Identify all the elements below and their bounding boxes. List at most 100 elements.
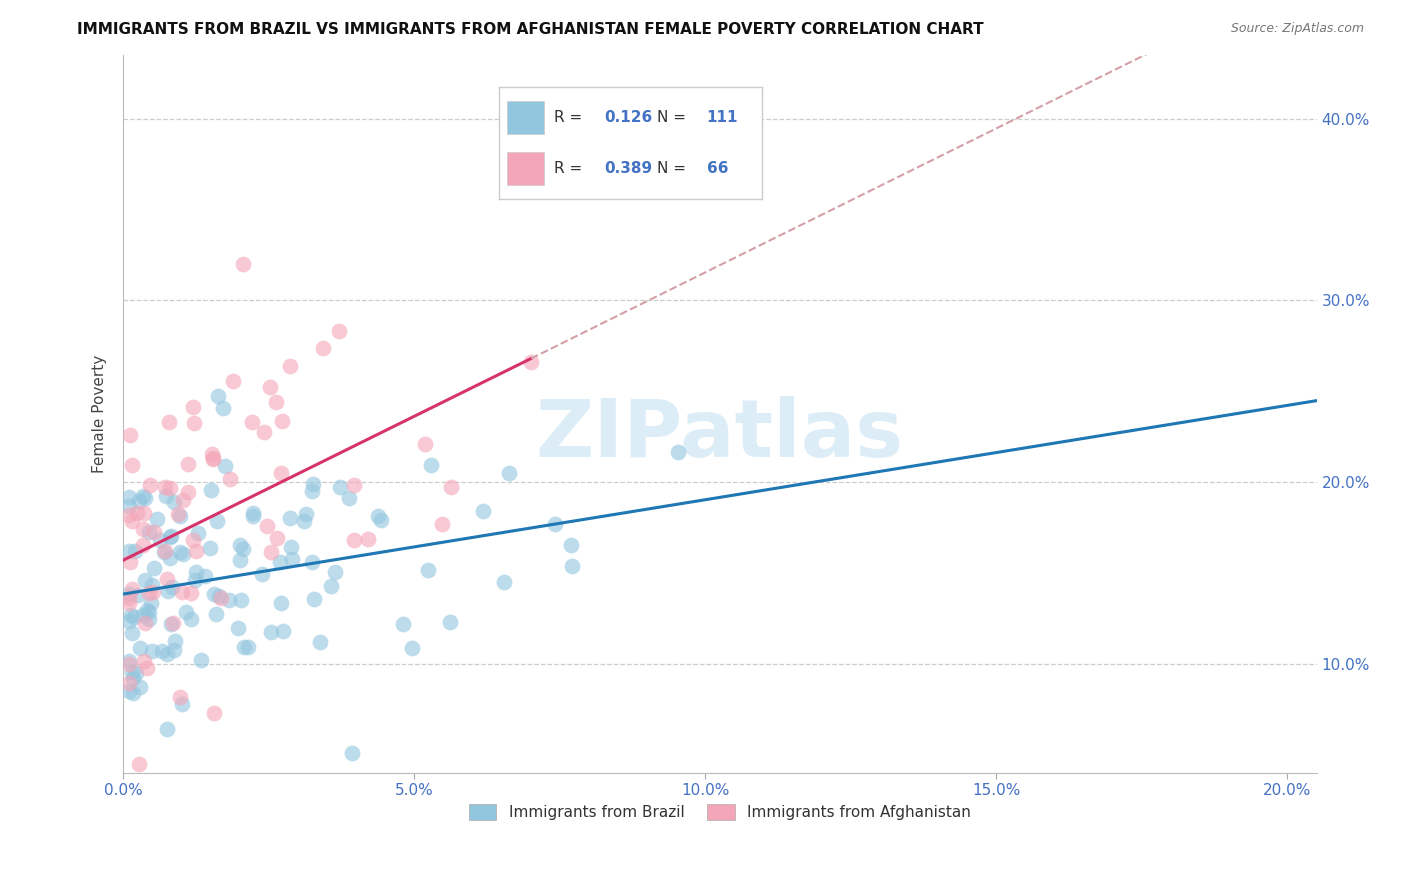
Point xyxy=(118,614,141,628)
Point xyxy=(337,491,360,505)
Point xyxy=(278,359,301,373)
Point xyxy=(202,706,225,721)
Point xyxy=(156,584,179,599)
Point xyxy=(401,640,423,655)
Point xyxy=(180,586,202,600)
Point xyxy=(190,653,212,667)
Point xyxy=(163,643,186,657)
Point xyxy=(153,545,176,559)
Point xyxy=(214,458,236,473)
Point xyxy=(153,543,176,558)
Point xyxy=(304,592,326,607)
Point xyxy=(180,611,202,625)
Point xyxy=(150,644,173,658)
Point xyxy=(143,524,166,539)
Legend: Immigrants from Brazil, Immigrants from Afghanistan: Immigrants from Brazil, Immigrants from … xyxy=(463,797,977,826)
Point xyxy=(169,545,191,559)
Point xyxy=(118,490,141,504)
Point xyxy=(494,575,516,590)
Point xyxy=(271,414,294,428)
Point xyxy=(172,492,194,507)
Point xyxy=(187,526,209,541)
Y-axis label: Female Poverty: Female Poverty xyxy=(93,355,107,473)
Point xyxy=(177,457,200,471)
Point xyxy=(132,538,155,552)
Point xyxy=(419,458,441,472)
Point xyxy=(118,657,141,671)
Point xyxy=(270,467,292,481)
Point xyxy=(118,499,141,513)
Point xyxy=(145,512,167,526)
Point xyxy=(439,615,461,630)
Point xyxy=(219,472,242,486)
Point xyxy=(391,617,413,632)
Point xyxy=(122,610,145,624)
Point xyxy=(122,686,145,700)
Point xyxy=(323,565,346,579)
Point xyxy=(343,533,366,547)
Point xyxy=(240,415,263,429)
Point xyxy=(135,660,157,674)
Point xyxy=(172,547,194,561)
Point xyxy=(181,401,204,415)
Point xyxy=(301,477,323,491)
Point xyxy=(319,579,342,593)
Point xyxy=(520,355,543,369)
Point xyxy=(328,324,350,338)
Point xyxy=(666,445,689,459)
Point xyxy=(156,647,179,661)
Point xyxy=(200,483,222,497)
Point xyxy=(118,676,141,690)
Point xyxy=(159,551,181,566)
Point xyxy=(253,425,276,439)
Point xyxy=(201,451,224,466)
Point xyxy=(118,508,141,522)
Point xyxy=(121,626,143,640)
Point xyxy=(329,480,352,494)
Point xyxy=(309,634,332,648)
Point xyxy=(367,509,389,524)
Point xyxy=(118,596,141,610)
Point xyxy=(127,589,149,603)
Point xyxy=(132,607,155,622)
Point xyxy=(129,641,152,656)
Point xyxy=(207,589,229,603)
Point xyxy=(194,568,217,582)
Point xyxy=(183,533,205,547)
Point xyxy=(281,551,304,566)
Point xyxy=(232,541,254,556)
Point xyxy=(201,447,224,461)
Point xyxy=(169,690,191,704)
Point xyxy=(162,615,184,630)
Point xyxy=(209,591,232,606)
Point xyxy=(156,572,179,586)
Point xyxy=(169,509,191,524)
Point xyxy=(120,427,142,442)
Point xyxy=(149,533,172,547)
Text: IMMIGRANTS FROM BRAZIL VS IMMIGRANTS FROM AFGHANISTAN FEMALE POVERTY CORRELATION: IMMIGRANTS FROM BRAZIL VS IMMIGRANTS FRO… xyxy=(77,22,984,37)
Point xyxy=(301,483,323,498)
Point xyxy=(292,514,315,528)
Point xyxy=(170,697,193,711)
Point xyxy=(183,417,205,431)
Point xyxy=(121,582,143,596)
Point xyxy=(118,684,141,698)
Point xyxy=(418,563,440,577)
Point xyxy=(120,555,142,569)
Point xyxy=(229,592,252,607)
Point xyxy=(167,507,190,521)
Point xyxy=(141,644,163,658)
Point xyxy=(242,508,264,523)
Point xyxy=(256,518,278,533)
Point xyxy=(132,522,155,536)
Point xyxy=(229,538,252,552)
Point xyxy=(176,606,198,620)
Point xyxy=(238,640,260,654)
Point xyxy=(153,480,176,494)
Point xyxy=(156,723,179,737)
Point xyxy=(201,451,224,466)
Point xyxy=(155,489,177,503)
Point xyxy=(128,681,150,695)
Point xyxy=(132,654,155,668)
Point xyxy=(125,665,148,680)
